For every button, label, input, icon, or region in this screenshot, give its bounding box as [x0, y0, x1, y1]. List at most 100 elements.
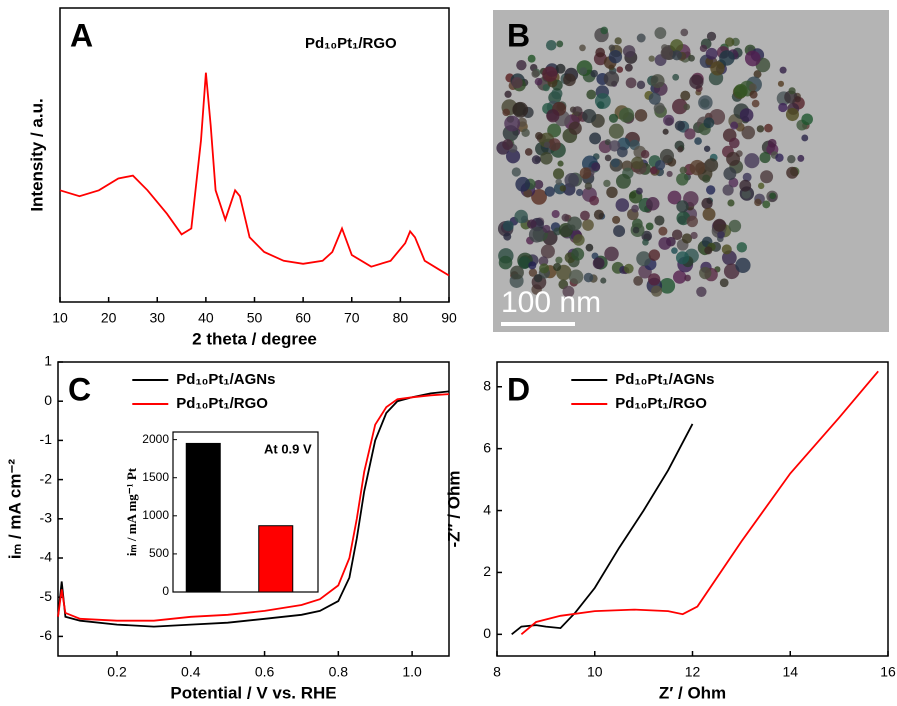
particle — [701, 197, 713, 210]
particle — [604, 139, 611, 146]
particle — [660, 46, 674, 60]
particle — [624, 63, 633, 72]
particle — [777, 80, 785, 87]
particle — [801, 134, 809, 142]
particle — [575, 188, 584, 197]
particle — [531, 69, 540, 78]
particle — [511, 77, 523, 89]
particle — [622, 45, 636, 58]
particle — [568, 269, 584, 284]
particle — [593, 209, 605, 220]
particle — [659, 278, 676, 294]
particle — [610, 158, 620, 168]
particle — [698, 95, 713, 110]
particle — [589, 132, 602, 145]
particle — [736, 242, 748, 253]
particle — [616, 146, 628, 158]
y-axis-label: Intensity / a.u. — [27, 98, 46, 211]
particle — [756, 125, 765, 133]
particle — [722, 184, 734, 196]
particle — [769, 192, 776, 200]
particle — [686, 215, 698, 228]
particle — [801, 113, 813, 126]
particle — [712, 218, 726, 232]
particle — [651, 285, 663, 297]
y-tick-label: -2 — [40, 470, 53, 486]
particle — [612, 215, 621, 224]
particle — [751, 99, 760, 108]
particle — [754, 198, 762, 207]
y-tick-label: 500 — [149, 546, 169, 560]
particle — [741, 125, 756, 140]
particle — [749, 90, 758, 99]
particle — [724, 37, 735, 47]
legend-label: Pd₁₀Pt₁/AGNs — [615, 371, 714, 388]
y-tick-label: -3 — [40, 510, 53, 526]
particle — [764, 123, 773, 133]
y-tick-label: 0 — [483, 625, 491, 641]
particle — [521, 128, 530, 138]
particle — [502, 108, 510, 117]
particle — [579, 67, 588, 75]
particle — [579, 167, 592, 179]
particle — [572, 234, 585, 246]
particle — [689, 74, 704, 90]
particle — [515, 176, 531, 192]
data-line — [520, 370, 879, 635]
particle — [683, 103, 691, 111]
particle — [596, 101, 605, 109]
particle — [510, 265, 524, 280]
particle — [650, 166, 658, 175]
x-tick-label: 10 — [587, 664, 603, 680]
x-axis-label: 2 theta / degree — [192, 329, 317, 348]
panel-label: B — [507, 17, 530, 53]
particle — [583, 272, 594, 283]
particle — [728, 219, 742, 233]
particle — [654, 215, 665, 226]
particle — [650, 74, 665, 89]
particle — [623, 263, 634, 274]
particle — [592, 257, 605, 270]
x-tick-label: 0.6 — [255, 664, 275, 680]
particle — [636, 33, 646, 43]
x-tick-label: 20 — [101, 310, 117, 326]
particle — [730, 121, 739, 130]
particle — [694, 137, 702, 145]
particle — [619, 107, 635, 123]
particle — [696, 286, 707, 297]
particle — [653, 102, 665, 114]
x-tick-label: 80 — [393, 310, 409, 326]
particle — [662, 128, 669, 135]
particle — [585, 243, 594, 252]
bar — [258, 525, 294, 593]
particle — [672, 270, 687, 284]
particle — [582, 219, 594, 231]
particle — [778, 102, 788, 113]
particle — [762, 200, 771, 209]
particle — [703, 160, 716, 172]
particle — [553, 262, 562, 272]
particle — [706, 31, 717, 41]
particle — [690, 231, 698, 240]
particle — [584, 182, 593, 190]
particle — [561, 213, 570, 222]
particle — [615, 173, 631, 189]
particle — [502, 220, 514, 232]
particle — [542, 224, 551, 233]
x-tick-label: 8 — [493, 664, 501, 680]
y-axis-label: -Z″ / Ohm — [444, 470, 463, 547]
panel-label: A — [70, 17, 93, 53]
y-tick-label: 2 — [483, 563, 491, 579]
particle — [531, 155, 541, 165]
particle — [642, 239, 649, 246]
particle — [787, 154, 796, 164]
particle — [779, 66, 787, 74]
particle — [767, 138, 777, 148]
particle — [648, 273, 661, 286]
x-tick-label: 30 — [149, 310, 165, 326]
particle — [528, 226, 545, 243]
particle — [727, 199, 735, 207]
y-tick-label: -1 — [40, 431, 53, 447]
x-tick-label: 10 — [52, 310, 68, 326]
particle — [759, 152, 771, 164]
